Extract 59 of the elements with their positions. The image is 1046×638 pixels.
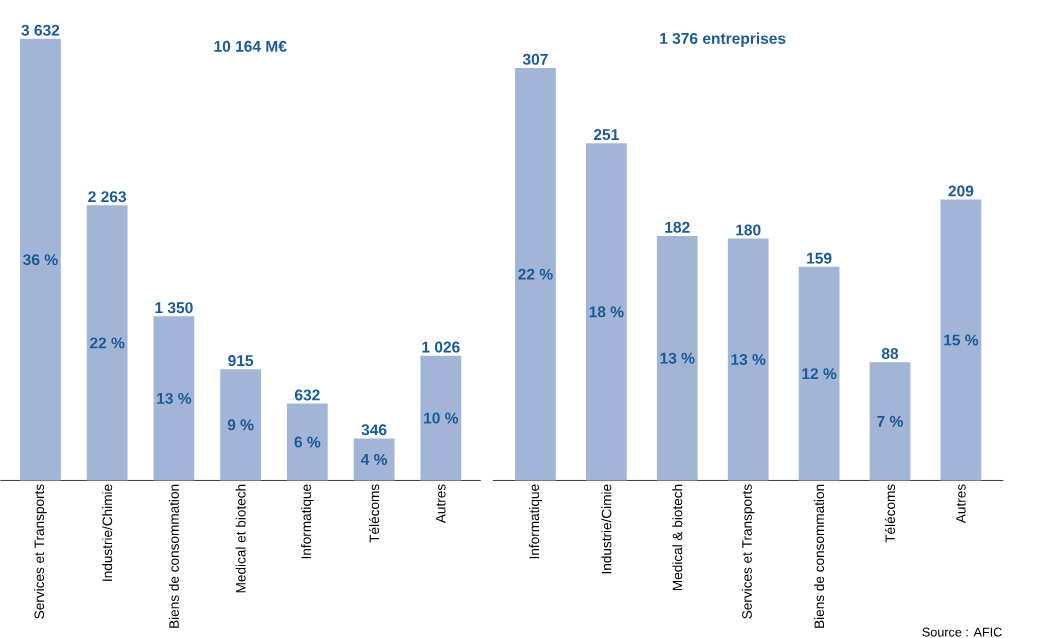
data-label: 209 bbox=[948, 185, 974, 197]
bar bbox=[353, 438, 395, 481]
bar bbox=[798, 266, 840, 481]
x-tick-label: Medical & biotech bbox=[672, 484, 683, 591]
chart-title: 10 164 M€ bbox=[214, 40, 287, 52]
annotation: 12 % bbox=[802, 368, 837, 380]
annotation: 36 % bbox=[23, 254, 58, 266]
annotation: 10 % bbox=[424, 412, 459, 424]
x-tick-label: Autres bbox=[436, 484, 446, 524]
annotation: 18 % bbox=[589, 306, 624, 318]
data-label: 915 bbox=[228, 355, 254, 367]
annotation: 22 % bbox=[90, 337, 125, 349]
data-label: 159 bbox=[807, 252, 832, 264]
x-tick-label: Télécoms bbox=[369, 484, 380, 543]
source-note: Source : AFIC bbox=[922, 627, 1002, 637]
annotation: 15 % bbox=[944, 334, 979, 346]
x-tick-label: Informatique bbox=[301, 484, 314, 559]
data-label: 88 bbox=[881, 348, 899, 360]
x-tick-label: Autres bbox=[956, 484, 966, 524]
x-tick-label: Industrie/Cimie bbox=[601, 484, 612, 574]
bar bbox=[940, 199, 982, 481]
data-label: 307 bbox=[522, 53, 548, 65]
annotation: 22 % bbox=[518, 268, 553, 280]
x-tick-label: Informatique bbox=[529, 484, 542, 559]
data-label: 346 bbox=[361, 424, 387, 436]
data-label: 632 bbox=[294, 389, 320, 401]
data-label: 1 350 bbox=[155, 302, 193, 314]
data-label: 251 bbox=[593, 129, 619, 141]
annotation: 13 % bbox=[660, 352, 695, 364]
data-label: 180 bbox=[736, 224, 761, 236]
annotation: 13 % bbox=[157, 393, 192, 405]
data-label: 3 632 bbox=[21, 24, 60, 36]
x-tick-label: Industrie/Chimie bbox=[102, 484, 113, 581]
annotation: 6 % bbox=[294, 436, 321, 448]
annotation: 7 % bbox=[877, 416, 903, 427]
bar bbox=[286, 403, 328, 481]
bar bbox=[727, 238, 769, 481]
chart-title: 1 376 entreprises bbox=[660, 32, 786, 48]
data-label: 182 bbox=[665, 221, 690, 233]
bar bbox=[869, 362, 911, 481]
bar bbox=[86, 205, 128, 481]
x-tick-label: Medical et biotech bbox=[235, 484, 246, 593]
bar bbox=[656, 236, 698, 481]
x-tick-label: Services et Transports bbox=[741, 484, 755, 619]
x-tick-label: Biens de consommation bbox=[168, 484, 179, 628]
x-tick-label: Services et Transports bbox=[34, 484, 47, 619]
bar bbox=[420, 355, 462, 481]
annotation: 4 % bbox=[360, 454, 388, 466]
bar bbox=[515, 68, 556, 481]
data-label: 2 263 bbox=[88, 191, 127, 203]
x-tick-label: Biens de consommation bbox=[814, 484, 825, 628]
annotation: 13 % bbox=[731, 354, 766, 366]
bar bbox=[220, 369, 262, 481]
annotation: 9 % bbox=[227, 419, 254, 431]
data-label: 1 026 bbox=[422, 341, 460, 353]
bar bbox=[585, 143, 627, 481]
bar bbox=[153, 316, 195, 481]
bar bbox=[20, 38, 61, 481]
x-tick-label: Télécoms bbox=[884, 484, 896, 543]
